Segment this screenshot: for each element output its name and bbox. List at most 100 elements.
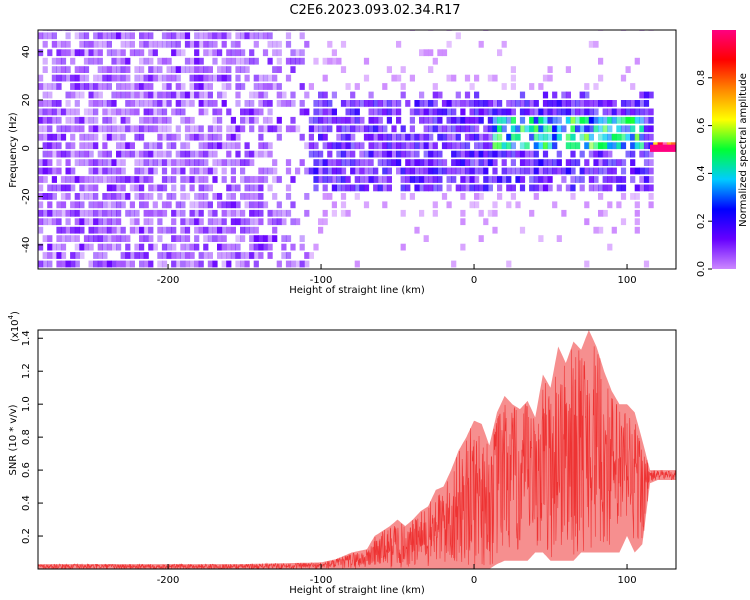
spectrogram-cell: [625, 100, 631, 107]
spectrogram-cell: [93, 108, 99, 116]
spectrogram-cell: [166, 40, 172, 48]
spectrogram-cell: [184, 159, 191, 166]
spectrogram-cell: [584, 260, 590, 268]
spectrogram-cell: [106, 218, 112, 226]
spectrogram-cell: [409, 150, 415, 158]
spectrogram-y-axis-label: Frequency (Hz): [8, 112, 19, 188]
spectrogram-cell: [405, 184, 411, 192]
spectrogram-cell: [235, 150, 241, 158]
spectrogram-cell: [428, 116, 434, 124]
spectrogram-cell: [552, 91, 558, 99]
spectrogram-cell: [207, 49, 213, 57]
spectrogram-cell: [184, 252, 191, 259]
spectrogram-cell: [313, 125, 319, 133]
spectrogram-cell: [602, 150, 608, 158]
spectrogram-cell: [308, 150, 314, 158]
spectrogram-cell: [143, 260, 149, 268]
spectrogram-cell: [111, 49, 117, 57]
spectrogram-cell: [584, 100, 590, 107]
spectrogram-cell: [148, 209, 154, 217]
spectrogram-cell: [593, 116, 599, 124]
spectrogram-cell: [373, 184, 379, 192]
spectrogram-cell: [405, 142, 411, 150]
spectrogram-cell: [180, 49, 186, 57]
spectrogram-cell: [368, 91, 374, 99]
spectrogram-cell: [382, 201, 388, 209]
spectrogram-cell: [304, 40, 310, 48]
spectrogram-cell: [432, 100, 438, 107]
spectrogram-cell: [152, 150, 158, 158]
spectrogram-cell: [579, 108, 585, 116]
spectrogram-cell: [139, 91, 145, 99]
spectrogram-cell: [639, 167, 645, 175]
spectrogram-cell: [203, 133, 209, 141]
spectrogram-cell: [249, 91, 255, 99]
spectrogram-cell: [368, 125, 374, 133]
spectrogram-cell: [47, 218, 53, 226]
spectrogram-cell: [116, 167, 122, 175]
spectrogram-cell: [258, 91, 264, 99]
spectrogram-cell: [194, 209, 200, 217]
spectrogram-cell: [51, 57, 57, 65]
spectrogram-cell: [501, 116, 507, 124]
spectrogram-cell: [198, 66, 204, 73]
spectrogram-cell: [639, 184, 645, 192]
spectrogram-cell: [584, 201, 590, 209]
spectrogram-cell: [295, 49, 301, 57]
spectrogram-cell: [38, 209, 44, 217]
spectrogram-cell: [166, 125, 172, 133]
spectrogram-cell: [460, 150, 466, 158]
spectrogram-cell: [290, 57, 296, 65]
spectrogram-cell: [460, 108, 466, 116]
spectrogram-cell: [547, 133, 553, 141]
spectrogram-cell: [464, 184, 471, 192]
spectrogram-cell: [648, 116, 654, 124]
spectrogram-cell: [446, 100, 452, 107]
spectrogram-cell: [492, 108, 498, 116]
spectrogram-cell: [327, 142, 333, 150]
spectrogram-cell: [267, 142, 273, 150]
spectrogram-cell: [414, 142, 420, 150]
spectrogram-cell: [584, 159, 590, 166]
spectrogram-cell: [519, 108, 526, 116]
spectrogram-cell: [93, 40, 99, 48]
spectrogram-cell: [529, 108, 535, 116]
spectrogram-cell: [419, 167, 425, 175]
spectrogram-cell: [276, 116, 282, 124]
spectrogram-cell: [483, 142, 489, 150]
spectrogram-cell: [120, 193, 126, 200]
spectrogram-cell: [116, 176, 122, 183]
spectrogram-cell: [74, 91, 80, 99]
snr-y-scale-base: (x10: [10, 319, 21, 342]
spectrogram-cell: [290, 125, 296, 133]
spectrogram-cell: [354, 125, 360, 133]
spectrogram-cell: [478, 193, 484, 200]
spectrogram-cell: [428, 133, 434, 141]
spectrogram-cell: [533, 133, 539, 141]
spectrogram-cell: [400, 91, 406, 99]
spectrogram-cell: [391, 159, 397, 166]
spectrogram-cell: [437, 176, 443, 183]
spectrogram-cell: [194, 176, 200, 183]
spectrogram-cell: [79, 184, 85, 192]
spectrogram-cell: [648, 167, 654, 175]
spectrogram-cell: [171, 167, 177, 175]
snr-series-line: [38, 346, 676, 569]
spectrogram-cell: [630, 142, 636, 150]
spectrogram-cell: [634, 133, 640, 141]
spectrogram-cell: [139, 40, 145, 48]
spectrogram-cell: [593, 159, 599, 166]
spectrogram-cell: [556, 133, 562, 141]
spectrogram-cell: [363, 57, 370, 65]
snr-y-scale-note: (x104): [7, 311, 21, 342]
spectrogram-cell: [497, 142, 503, 150]
spectrogram-cell: [194, 159, 200, 166]
spectrogram-cell: [510, 108, 516, 116]
spectrogram-cell: [556, 150, 562, 158]
spectrogram-cell: [79, 193, 85, 200]
spectrogram-cell: [584, 142, 590, 150]
spectrogram-cell: [336, 150, 342, 158]
spectrogram-cell: [74, 260, 80, 268]
spectrogram-cell: [414, 226, 420, 234]
